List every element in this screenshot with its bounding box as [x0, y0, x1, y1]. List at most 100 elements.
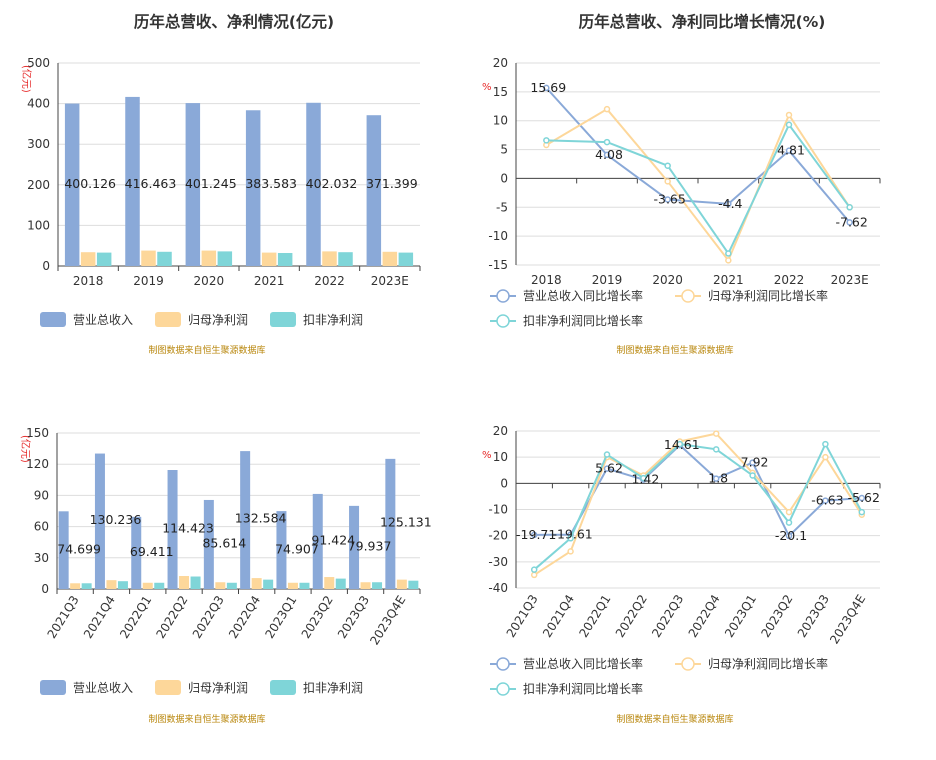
- quarterly-growth-panel: 总营收、净利同比增长率季度变动情况(%)-40-30-20-1001020%20…: [468, 380, 936, 760]
- x-tick-label: 2023Q1: [262, 593, 299, 641]
- bar-revenue: [185, 103, 201, 266]
- legend-label: 归母净利润同比增长率: [708, 656, 828, 671]
- x-tick-label: 2021: [713, 273, 744, 287]
- bar-revenue: [385, 458, 396, 589]
- data-point: [785, 532, 793, 540]
- y-tick-label: -10: [488, 503, 508, 517]
- data-label: -7.62: [835, 214, 867, 229]
- quarterly-revenue-chart: 总营收、净利季度变动情况(亿元)0306090120150(亿元)2021Q32…: [19, 426, 432, 725]
- bar-net-profit: [80, 252, 96, 266]
- bar-net-profit: [324, 577, 335, 589]
- bar-net-profit: [201, 250, 217, 266]
- y-tick-label: 15: [493, 85, 508, 99]
- bar-revenue: [349, 505, 360, 589]
- annual-growth-panel: 历年总营收、净利同比增长情况(%) -15 -10 -5 0 5 10 15 20% 2018 20…: [468, 0, 936, 380]
- x-tick-label: 2022Q2: [613, 592, 650, 640]
- data-point: [530, 571, 538, 579]
- x-tick-label: 2023Q3: [795, 592, 832, 640]
- y-tick-label: -10: [488, 229, 508, 243]
- data-point: [822, 497, 829, 504]
- y-tick-label: 5: [500, 143, 508, 157]
- bar-revenue: [131, 516, 142, 589]
- legend-swatch: [155, 680, 181, 695]
- data-point: [603, 451, 611, 458]
- x-tick-label: 2023Q2: [299, 593, 336, 641]
- y-tick-label: 20: [493, 56, 508, 70]
- x-tick-label: 2020: [194, 274, 225, 288]
- x-tick-label: 2023Q2: [758, 592, 795, 640]
- bar-deducted-net-profit: [335, 578, 346, 589]
- bar-net-profit: [396, 579, 407, 589]
- data-point: [822, 453, 829, 461]
- legend-label: 归母净利润同比增长率: [708, 288, 828, 303]
- bar-revenue: [125, 96, 140, 267]
- bar-deducted-net-profit: [372, 582, 383, 589]
- data-label: 130.236: [90, 512, 142, 527]
- bar-deducted-net-profit: [338, 252, 353, 266]
- y-tick-label: 0: [42, 259, 50, 273]
- x-tick-label: 2022Q2: [153, 593, 190, 641]
- data-label: -19.71: [516, 527, 556, 542]
- data-point: [846, 204, 853, 211]
- series-line-revenue: [545, 87, 851, 224]
- data-point: [664, 162, 671, 169]
- data-label: 69.411: [130, 544, 174, 559]
- data-label: 85.614: [202, 536, 246, 551]
- x-tick-label: 2021Q3: [504, 592, 541, 640]
- y-tick-label: 200: [27, 178, 50, 192]
- bar-deducted-net-profit: [263, 579, 274, 589]
- bar-net-profit: [287, 582, 298, 589]
- x-tick-label: 2023Q4E: [367, 593, 408, 647]
- data-label: -19.61: [552, 527, 592, 542]
- x-tick-label: 2023E: [371, 274, 409, 288]
- legend-label: 营业总收入: [73, 313, 133, 327]
- bar-net-profit: [179, 576, 190, 589]
- legend-swatch: [270, 312, 296, 327]
- annual-revenue-panel: 历年总营收、净利情况(亿元) 0 100 200 300 400 500 (亿元) 2018 20…: [0, 0, 468, 380]
- bar-deducted-net-profit: [226, 582, 237, 589]
- legend-label: 营业总收入同比增长率: [523, 288, 643, 303]
- data-label: 132.584: [235, 511, 287, 526]
- legend-label: 扣非净利润同比增长率: [523, 313, 643, 328]
- legend-swatch: [40, 312, 66, 327]
- bar-revenue: [276, 511, 287, 589]
- bar-deducted-net-profit: [81, 583, 92, 589]
- series-line-deducted-net-profit: [546, 122, 851, 256]
- source-note: 制图数据来自恒生聚源数据库: [616, 713, 733, 725]
- x-tick-label: 2021Q4: [540, 592, 577, 640]
- y-tick-label: 10: [493, 114, 508, 128]
- source-note: 制图数据来自恒生聚源数据库: [616, 344, 733, 356]
- annual-growth-chart: 历年总营收、净利同比增长情况(%) -15 -10 -5 0 5 10 15 20% 2018 20…: [482, 12, 881, 356]
- bar-deducted-net-profit: [117, 581, 128, 589]
- bar-net-profit: [251, 578, 262, 589]
- quarterly-revenue-panel: 总营收、净利季度变动情况(亿元)0306090120150(亿元)2021Q32…: [0, 380, 468, 760]
- y-tick-label: 150: [26, 426, 49, 440]
- bar-revenue: [240, 451, 251, 589]
- y-tick-label: 20: [493, 424, 508, 438]
- y-tick-label: 500: [27, 56, 50, 70]
- bar-net-profit: [141, 250, 156, 266]
- bar-deducted-net-profit: [299, 582, 310, 589]
- y-unit-label: (亿元): [19, 435, 32, 463]
- x-tick-label: 2018: [531, 273, 562, 287]
- chart-title: 历年总营收、净利情况(亿元): [134, 12, 334, 31]
- data-point: [603, 105, 611, 113]
- x-tick-label: 2022Q1: [117, 593, 154, 641]
- legend-swatch: [155, 312, 181, 327]
- x-tick-label: 2023Q3: [335, 593, 372, 641]
- y-tick-label: 90: [34, 488, 49, 502]
- data-label: 4.81: [777, 143, 805, 158]
- data-label: 74.907: [275, 541, 319, 556]
- y-tick-label: 100: [27, 218, 50, 232]
- data-label: 416.463: [125, 176, 177, 191]
- bar-deducted-net-profit: [217, 251, 233, 266]
- legend-swatch: [270, 680, 296, 695]
- legend-marker: [496, 314, 510, 328]
- data-point: [543, 137, 550, 144]
- legend-label: 扣非净利润: [303, 681, 363, 695]
- data-point: [785, 147, 793, 154]
- legend-marker: [681, 289, 695, 303]
- source-note: 制图数据来自恒生聚源数据库: [148, 713, 265, 725]
- annual-revenue-chart: 历年总营收、净利情况(亿元) 0 100 200 300 400 500(亿元) 2018 20…: [20, 12, 421, 356]
- y-tick-label: 30: [34, 551, 49, 565]
